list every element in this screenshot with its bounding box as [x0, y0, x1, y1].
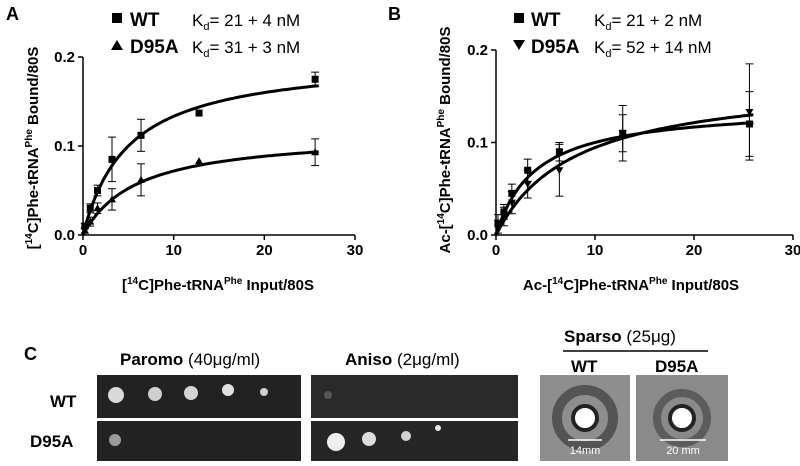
plate-aniso-d95a: [311, 421, 518, 461]
chart-b-point-d95a: [745, 108, 754, 116]
aniso-heading: Aniso (2μg/ml): [345, 350, 460, 369]
chart-a-point-wt: [137, 131, 145, 139]
colony-paromo-wt-4: [222, 384, 234, 396]
chart-a-point-d95a: [108, 195, 117, 203]
colony-aniso-d95a-1: [327, 433, 345, 451]
legend-b-d95a-marker: [513, 40, 525, 50]
chart-b-point-d95a: [555, 167, 564, 175]
chart-b-x-tick-label: 0: [492, 242, 500, 259]
plate-aniso-wt: [311, 375, 518, 418]
legend-b-d95a-kd-value: 52 + 14 nM: [626, 38, 712, 57]
chart-b: 0 10 20 30 0.0 0.1 0.2: [467, 42, 800, 259]
chart-a-x-tick-label: 10: [165, 242, 182, 259]
chart-b-y-tick-label: 0.0: [467, 227, 488, 244]
chart-b-y-tick-label: 0.1: [467, 135, 488, 152]
legend-b-wt-marker: [514, 13, 524, 23]
chart-a-ylabel: [14C]Phe-tRNAPhe Bound/80S: [24, 47, 42, 250]
row-label-d95a: D95A: [30, 432, 73, 451]
chart-b-x-tick-label: 20: [686, 242, 703, 259]
legend-b-wt-kd-value: 21 + 2 nM: [626, 11, 702, 30]
chart-a-point-wt: [311, 75, 319, 83]
legend-a-d95a-kd: Kd= 31 + 3 nM: [192, 38, 300, 60]
legend-a-wt-marker: [112, 13, 122, 23]
chart-a-point-d95a: [80, 226, 89, 234]
chart-b-point-d95a: [618, 130, 627, 138]
chart-a: 0 10 20 30 0.0 0.1 0.2: [54, 49, 363, 259]
chart-b-fit-wt: [494, 121, 754, 236]
legend-b-d95a-name: D95A: [531, 37, 580, 58]
legend-a-wt-kd: Kd= 21 + 4 nM: [192, 11, 300, 33]
chart-b-fit-d95a: [494, 113, 754, 236]
chart-a-point-d95a: [93, 204, 102, 212]
colony-aniso-d95a-4: [435, 425, 441, 431]
panel-label-c: C: [24, 344, 37, 364]
legend-a-d95a-kd-value: 31 + 3 nM: [224, 38, 300, 57]
scale-label-d95a: 20 mm: [666, 445, 700, 457]
chart-b-xlabel: Ac-[14C]Phe-tRNAPhe Input/80S: [523, 276, 739, 294]
sparso-heading: Sparso (25μg): [564, 327, 676, 346]
sparso-disc-d95a: [668, 404, 696, 432]
colony-paromo-d95a-1: [109, 434, 121, 446]
chart-b-point-d95a: [523, 181, 532, 189]
legend-b-wt-kd: Kd= 21 + 2 nM: [594, 11, 702, 33]
chart-a-fit-d95a: [81, 150, 319, 236]
chart-b-point-d95a: [507, 199, 516, 207]
chart-a-point-d95a: [311, 148, 320, 156]
chart-a-fit-wt: [81, 84, 319, 236]
chart-b-point-d95a: [499, 213, 508, 221]
legend-a-wt-kd-value: 21 + 4 nM: [224, 11, 300, 30]
legend-b-wt-name: WT: [531, 10, 561, 31]
paromo-heading: Paromo (40μg/ml): [120, 350, 260, 369]
sparso-disc-wt: [571, 404, 599, 432]
legend-b: WT Kd= 21 + 2 nM D95A Kd= 52 + 14 nM: [513, 10, 712, 60]
legend-a-wt-name: WT: [130, 10, 160, 31]
legend-a-d95a-marker: [111, 40, 123, 50]
chart-a-point-d95a: [195, 157, 204, 165]
panel-label-a: A: [6, 4, 19, 24]
chart-b-point-d95a: [493, 224, 502, 232]
chart-a-x-tick-label: 20: [256, 242, 273, 259]
colony-paromo-wt-3: [184, 386, 198, 400]
plate-paromo-wt: [97, 375, 301, 418]
chart-a-y-tick-label: 0.0: [54, 227, 75, 244]
sparso-col-d95a: D95A: [655, 357, 698, 376]
legend-b-d95a-kd: Kd= 52 + 14 nM: [594, 38, 712, 60]
chart-a-y-tick-label: 0.2: [54, 49, 75, 66]
sparso-col-wt: WT: [571, 357, 598, 376]
chart-b-x-tick-label: 10: [587, 242, 604, 259]
row-label-wt: WT: [50, 392, 77, 411]
colony-paromo-wt-5: [260, 388, 268, 396]
chart-b-ylabel: Ac-[14C]Phe-tRNAPhe Bound/80S: [436, 27, 454, 254]
chart-a-point-wt: [81, 222, 89, 230]
panel-label-b: B: [388, 4, 401, 24]
chart-a-point-wt: [108, 155, 116, 163]
colony-paromo-wt-2: [148, 387, 162, 401]
colony-paromo-wt-1: [108, 387, 124, 403]
chart-a-x-tick-label: 0: [79, 242, 87, 259]
chart-a-point-d95a: [137, 175, 146, 183]
chart-a-point-d95a: [86, 217, 95, 225]
chart-a-point-wt: [195, 109, 203, 117]
colony-aniso-wt-1: [324, 391, 332, 399]
chart-b-y-tick-label: 0.2: [467, 42, 488, 59]
legend-a-d95a-name: D95A: [130, 37, 179, 58]
chart-a-xlabel: [14C]Phe-tRNAPhe Input/80S: [122, 276, 314, 294]
sparso-halo-wt: [552, 385, 618, 451]
scale-label-wt: 14mm: [570, 445, 601, 457]
chart-a-x-tick-label: 30: [347, 242, 364, 259]
plate-paromo-d95a: [97, 421, 301, 461]
chart-b-x-tick-label: 30: [785, 242, 800, 259]
chart-a-y-tick-label: 0.1: [54, 138, 75, 155]
colony-aniso-d95a-2: [362, 432, 376, 446]
chart-a-point-wt: [94, 187, 102, 194]
sparso-halo-d95a: [653, 389, 711, 447]
chart-a-point-wt: [86, 204, 94, 212]
colony-aniso-d95a-3: [401, 431, 411, 441]
legend-a: WT Kd= 21 + 4 nM D95A Kd= 31 + 3 nM: [111, 10, 300, 60]
